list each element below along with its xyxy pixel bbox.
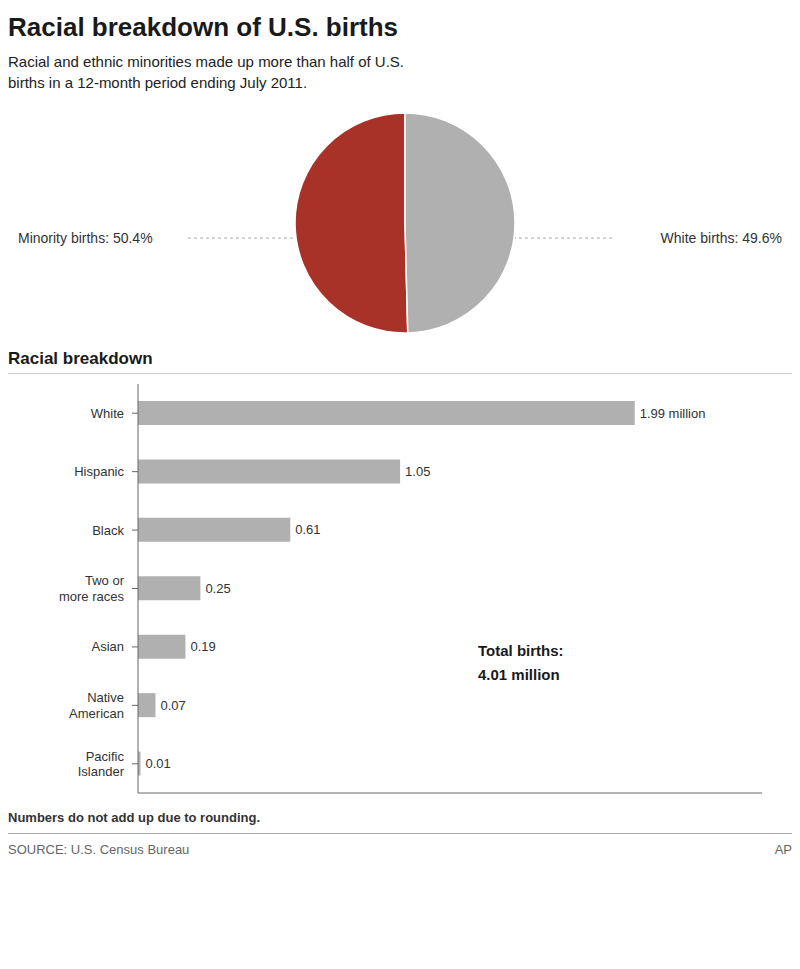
svg-text:Black: Black	[92, 523, 124, 538]
svg-text:PacificIslander: PacificIslander	[78, 749, 125, 780]
svg-text:0.25: 0.25	[205, 581, 230, 596]
html-text:Numbers do not add up due to r: Numbers do not add up due to rounding.	[8, 810, 260, 825]
html-text:SOURCE: U.S. Census Bureau: SOURCE: U.S. Census Bureau	[8, 842, 190, 857]
svg-text:1.05: 1.05	[405, 464, 430, 479]
svg-text:0.19: 0.19	[190, 639, 215, 654]
svg-text:0.61: 0.61	[295, 522, 320, 537]
svg-text:Minority births: 50.4%: Minority births: 50.4%	[18, 230, 153, 246]
svg-text:0.01: 0.01	[145, 756, 170, 771]
html-text:Racial and ethnic minorities m: Racial and ethnic minorities made up mor…	[8, 53, 404, 91]
svg-text:NativeAmerican: NativeAmerican	[69, 690, 124, 721]
svg-text:Hispanic: Hispanic	[74, 464, 124, 479]
html-text:Racial breakdown: Racial breakdown	[8, 349, 153, 368]
html-text:4.01 million: 4.01 million	[478, 666, 560, 683]
html-text:Total births:: Total births:	[478, 642, 564, 659]
svg-text:Two ormore races: Two ormore races	[59, 573, 125, 604]
svg-text:0.07: 0.07	[160, 698, 185, 713]
svg-text:White: White	[91, 406, 124, 421]
html-text:AP: AP	[774, 842, 792, 857]
svg-text:1.99 million: 1.99 million	[640, 406, 706, 421]
svg-text:White births: 49.6%: White births: 49.6%	[661, 230, 782, 246]
svg-text:Asian: Asian	[91, 639, 124, 654]
html-text:Racial breakdown of U.S. birth: Racial breakdown of U.S. births	[8, 12, 399, 42]
